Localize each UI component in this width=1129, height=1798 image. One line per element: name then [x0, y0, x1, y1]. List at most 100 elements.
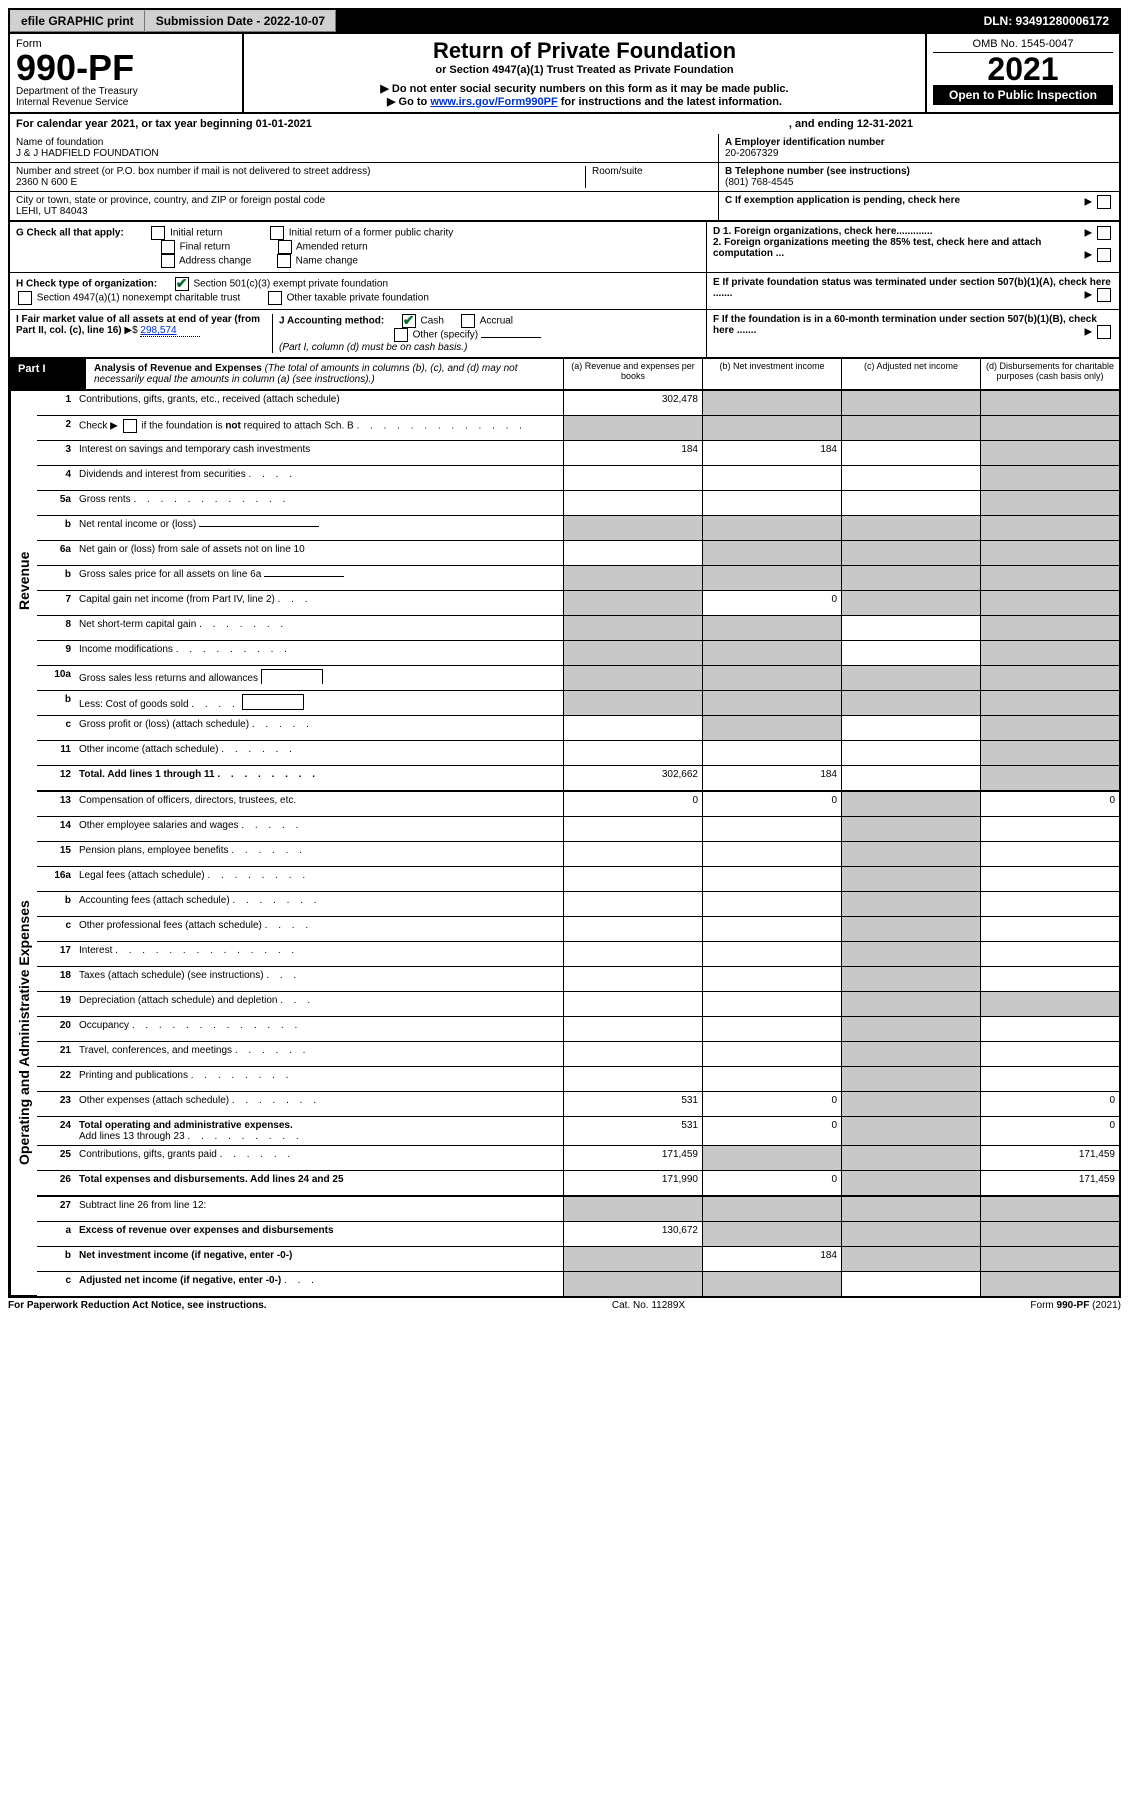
form-subtitle: or Section 4947(a)(1) Trust Treated as P…: [250, 64, 919, 76]
r16a-a: [563, 867, 702, 891]
r27-d: [980, 1197, 1119, 1221]
part1-desc: Analysis of Revenue and Expenses (The to…: [86, 359, 563, 389]
ein-cell: A Employer identification number 20-2067…: [719, 134, 1119, 163]
ln-1: 1: [37, 391, 75, 415]
r23-c: [841, 1092, 980, 1116]
r3-a: 184: [563, 441, 702, 465]
desc-17: Interest . . . . . . . . . . . . . .: [75, 942, 563, 966]
r24-d: 0: [980, 1117, 1119, 1145]
row-17: 17 Interest . . . . . . . . . . . . . .: [37, 942, 1119, 967]
g-label: G Check all that apply:: [16, 228, 124, 239]
ln-27a: a: [37, 1222, 75, 1246]
row-13: 13 Compensation of officers, directors, …: [37, 792, 1119, 817]
r10a-a: [563, 666, 702, 690]
r2-b: [702, 416, 841, 440]
ln-19: 19: [37, 992, 75, 1016]
r21-b: [702, 1042, 841, 1066]
f-checkbox[interactable]: [1097, 325, 1111, 339]
j-cash-checkbox[interactable]: [402, 314, 416, 328]
r10b-box[interactable]: [242, 694, 304, 710]
d2-checkbox[interactable]: [1097, 248, 1111, 262]
r5b-c: [841, 516, 980, 540]
g-final-checkbox[interactable]: [161, 240, 175, 254]
r5a-d: [980, 491, 1119, 515]
r13-b: 0: [702, 792, 841, 816]
r15-c: [841, 842, 980, 866]
desc-18: Taxes (attach schedule) (see instruction…: [75, 967, 563, 991]
r16b-d: [980, 892, 1119, 916]
r5a-a: [563, 491, 702, 515]
top-bar: efile GRAPHIC print Submission Date - 20…: [8, 8, 1121, 34]
g-o3: Address change: [179, 256, 251, 267]
g-amended-checkbox[interactable]: [278, 240, 292, 254]
row-12: 12 Total. Add lines 1 through 11 . . . .…: [37, 766, 1119, 792]
desc-15: Pension plans, employee benefits . . . .…: [75, 842, 563, 866]
e-checkbox[interactable]: [1097, 288, 1111, 302]
r5b-input[interactable]: [199, 526, 319, 527]
r17-b: [702, 942, 841, 966]
g-o5: Amended return: [296, 242, 368, 253]
e-block: E If private foundation status was termi…: [706, 273, 1119, 309]
irs-label: Internal Revenue Service: [16, 97, 236, 108]
r17-d: [980, 942, 1119, 966]
r10a-box[interactable]: [261, 669, 323, 684]
row-19: 19 Depreciation (attach schedule) and de…: [37, 992, 1119, 1017]
form-title: Return of Private Foundation: [250, 38, 919, 64]
r2-checkbox[interactable]: [123, 419, 137, 433]
r7-d: [980, 591, 1119, 615]
r1-b: [702, 391, 841, 415]
h-4947-checkbox[interactable]: [18, 291, 32, 305]
j-other-input[interactable]: [481, 337, 541, 338]
g-former-checkbox[interactable]: [270, 226, 284, 240]
g-address-checkbox[interactable]: [161, 254, 175, 268]
r13-d: 0: [980, 792, 1119, 816]
row-11: 11 Other income (attach schedule) . . . …: [37, 741, 1119, 766]
r22-a: [563, 1067, 702, 1091]
irs-link[interactable]: www.irs.gov/Form990PF: [430, 96, 557, 108]
r16a-b: [702, 867, 841, 891]
f-label: F If the foundation is in a 60-month ter…: [713, 314, 1097, 336]
header-center: Return of Private Foundation or Section …: [244, 34, 925, 112]
j-other-checkbox[interactable]: [394, 328, 408, 342]
r14-a: [563, 817, 702, 841]
r18-d: [980, 967, 1119, 991]
desc-10b: Less: Cost of goods sold . . . .: [75, 691, 563, 715]
ln-20: 20: [37, 1017, 75, 1041]
r6b-input[interactable]: [264, 576, 344, 577]
h-501c3-checkbox[interactable]: [175, 277, 189, 291]
row-4: 4 Dividends and interest from securities…: [37, 466, 1119, 491]
i-label: I Fair market value of all assets at end…: [16, 314, 260, 336]
r1-c: [841, 391, 980, 415]
ln-3: 3: [37, 441, 75, 465]
g-initial-checkbox[interactable]: [151, 226, 165, 240]
desc-4: Dividends and interest from securities .…: [75, 466, 563, 490]
row-24: 24 Total operating and administrative ex…: [37, 1117, 1119, 1146]
desc-16a: Legal fees (attach schedule) . . . . . .…: [75, 867, 563, 891]
r12-a: 302,662: [563, 766, 702, 790]
efile-button[interactable]: efile GRAPHIC print: [10, 10, 145, 32]
ij-row: I Fair market value of all assets at end…: [8, 310, 1121, 359]
g-name-checkbox[interactable]: [277, 254, 291, 268]
r10a-c: [841, 666, 980, 690]
ln-26: 26: [37, 1171, 75, 1195]
r22-c: [841, 1067, 980, 1091]
addr-label: Number and street (or P.O. box number if…: [16, 166, 585, 177]
r21-a: [563, 1042, 702, 1066]
d1-checkbox[interactable]: [1097, 226, 1111, 240]
h-other-checkbox[interactable]: [268, 291, 282, 305]
r27b-a: [563, 1247, 702, 1271]
row-5a: 5a Gross rents . . . . . . . . . . . .: [37, 491, 1119, 516]
r8-b: [702, 616, 841, 640]
r6a-b: [702, 541, 841, 565]
r7-b: 0: [702, 591, 841, 615]
r6a-a: [563, 541, 702, 565]
desc-27b: Net investment income (if negative, ente…: [75, 1247, 563, 1271]
exemption-checkbox[interactable]: [1097, 195, 1111, 209]
r3-b: 184: [702, 441, 841, 465]
r18-b: [702, 967, 841, 991]
i-value[interactable]: 298,574: [140, 325, 200, 337]
d2-label: 2. Foreign organizations meeting the 85%…: [713, 237, 1041, 259]
col-d-head: (d) Disbursements for charitable purpose…: [980, 359, 1119, 389]
j-accrual-checkbox[interactable]: [461, 314, 475, 328]
r2-a: [563, 416, 702, 440]
